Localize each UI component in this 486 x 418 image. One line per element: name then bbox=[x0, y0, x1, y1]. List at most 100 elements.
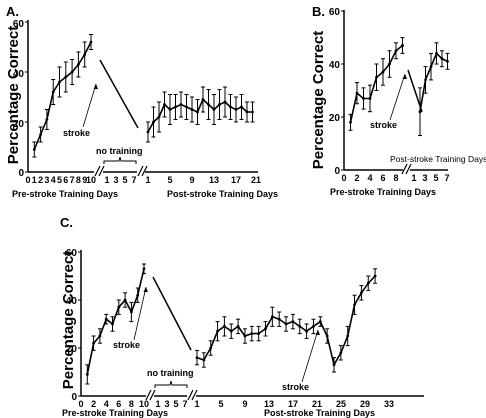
panel-c-post-point bbox=[298, 325, 302, 328]
panel-c-post-xtick: 9 bbox=[242, 399, 247, 409]
panel-a-gap-xtick: 7 bbox=[131, 175, 136, 185]
panel-c-gap-xtick: 1 bbox=[155, 399, 160, 409]
panel-b-post-point bbox=[429, 65, 433, 69]
panel-a-gap-bracket bbox=[103, 156, 137, 164]
panel-b-post-xtick: 7 bbox=[444, 173, 449, 183]
panel-c-pre-xtick: 4 bbox=[104, 399, 109, 409]
panel-b-stroke-arrow bbox=[389, 73, 406, 121]
panel-b-post-point bbox=[446, 59, 449, 63]
panel-b-post-xtick: 1 bbox=[411, 173, 416, 183]
panel-a-pre-point bbox=[51, 90, 55, 94]
panel-a-post-point bbox=[240, 105, 243, 109]
panel-b-pre-xtick: 8 bbox=[393, 173, 398, 183]
panel-c-post-point bbox=[257, 332, 261, 335]
panel-c-label: C. bbox=[60, 215, 73, 230]
panel-a-pre-xtick: 1 bbox=[32, 175, 37, 185]
panel-b-stroke-arrowhead bbox=[402, 74, 407, 79]
panel-a-post-xtick: 5 bbox=[167, 175, 172, 185]
panel-c-stroke-arrowhead-1 bbox=[143, 287, 148, 292]
panel-a-gap-xtick: 5 bbox=[122, 175, 127, 185]
panel-c-post-point bbox=[202, 358, 206, 362]
panel-a-post-point bbox=[201, 98, 205, 101]
panel-b-stroke-label: stroke bbox=[370, 120, 397, 130]
panel-c-pre-xtick: 2 bbox=[91, 399, 96, 409]
panel-a-break-mark bbox=[94, 165, 101, 177]
panel-a-post-series bbox=[146, 86, 255, 143]
panel-c-post-xtick: 21 bbox=[312, 399, 322, 409]
panel-a-post-point bbox=[174, 105, 177, 109]
panel-c-post-point bbox=[250, 332, 254, 335]
panel-b-post-xtick: 5 bbox=[433, 173, 438, 183]
panel-a-pre-point bbox=[77, 63, 80, 66]
panel-b-post-line bbox=[419, 52, 448, 112]
panel-c-break-mark bbox=[187, 389, 194, 401]
panel-c-post-point bbox=[353, 303, 356, 307]
panel-b-break-mark bbox=[401, 163, 408, 175]
panel-c-post-point bbox=[229, 329, 233, 333]
panel-c-pre-point bbox=[123, 298, 127, 302]
panel-c-gap-xtick: 5 bbox=[173, 399, 178, 409]
panel-a-post-point bbox=[168, 108, 172, 111]
panel-c-post-xtick: 1 bbox=[194, 399, 199, 409]
panel-c-post-xtick: 17 bbox=[288, 399, 298, 409]
panel-c-post-point bbox=[209, 346, 213, 350]
panel-b-pre-point bbox=[381, 70, 385, 74]
panel-a-pre-point bbox=[58, 80, 61, 84]
panel-a-post-xtick: 17 bbox=[231, 175, 241, 185]
panel-a-gap-xtick: 3 bbox=[113, 175, 118, 185]
panel-a-break-mark bbox=[137, 165, 144, 177]
panel-c-post-point bbox=[339, 351, 343, 355]
panel-a-stroke-connector bbox=[99, 59, 139, 129]
panel-c-ytick: 20 bbox=[66, 344, 78, 355]
panel-c-post-point bbox=[312, 325, 315, 328]
panel-c-gap-bracket bbox=[154, 380, 188, 388]
panel-c-pre-point bbox=[104, 317, 108, 321]
panel-b-ylabel: Percentage Correct bbox=[310, 31, 327, 169]
panel-b-pre-point bbox=[362, 97, 365, 100]
panel-a: A. Percentage Correct 0 20 40 60 0 1 2 3… bbox=[5, 4, 278, 199]
panel-a-post-point bbox=[251, 110, 254, 114]
panel-a-post-point bbox=[179, 103, 183, 106]
panel-b-pre-xtick: 2 bbox=[354, 173, 359, 183]
panel-a-pre-xtick: 2 bbox=[38, 175, 43, 185]
panel-c-stroke-label-1: stroke bbox=[113, 340, 140, 350]
panel-a-post-point bbox=[234, 108, 238, 111]
panel-a-pre-xtick: 0 bbox=[25, 175, 30, 185]
panel-a-pre-xlabel: Pre-stroke Training Days bbox=[12, 189, 118, 199]
panel-b-post-xtick: 3 bbox=[422, 173, 427, 183]
panel-b-post-point bbox=[435, 52, 438, 55]
panel-a-pre-point bbox=[32, 148, 36, 151]
panel-a-pre-point bbox=[45, 118, 49, 121]
panel-a-ytick: 0 bbox=[18, 168, 24, 179]
panel-c-break-mark bbox=[191, 389, 198, 401]
panel-b-post-series bbox=[418, 42, 450, 137]
panel-c-post-point bbox=[366, 281, 370, 285]
panel-b-pre-xtick: 4 bbox=[367, 173, 372, 183]
panel-b-pre-point bbox=[388, 62, 391, 66]
panel-a-post-point bbox=[245, 110, 249, 114]
panel-a-break-mark bbox=[98, 165, 105, 177]
panel-b-pre-series bbox=[348, 37, 405, 131]
panel-a-post-point bbox=[207, 103, 210, 106]
panel-a-pre-point bbox=[39, 133, 42, 136]
panel-c-pre-point bbox=[85, 373, 89, 376]
panel-c-post-xtick: 25 bbox=[336, 399, 346, 409]
panel-c-post-point bbox=[243, 334, 247, 338]
panel-c-stroke-arrow-1 bbox=[133, 286, 147, 341]
panel-a-ytick: 40 bbox=[13, 69, 25, 80]
panel-a-label: A. bbox=[6, 4, 19, 19]
panel-a-ylabel: Percentage Correct bbox=[5, 26, 22, 164]
panel-b-post-point bbox=[440, 57, 444, 61]
panel-a-pre-xtick: 7 bbox=[70, 175, 75, 185]
panel-b-post-xlabel: Post-stroke Training Days bbox=[390, 154, 486, 164]
panel-a-post-xtick: 21 bbox=[251, 175, 261, 185]
panel-a-post-point bbox=[157, 115, 161, 119]
panel-c-post-xlabel: Post-stroke Training Days bbox=[264, 408, 375, 418]
panel-a-pre-point bbox=[83, 53, 87, 56]
panel-a-pre-xtick: 4 bbox=[51, 175, 56, 185]
panel-c-pre-point bbox=[117, 305, 121, 309]
panel-b-pre-xtick: 6 bbox=[380, 173, 385, 183]
panel-c-pre-point bbox=[136, 293, 140, 297]
panel-c-post-point bbox=[216, 329, 219, 333]
panel-c-stroke-arrowhead-2 bbox=[315, 330, 320, 335]
